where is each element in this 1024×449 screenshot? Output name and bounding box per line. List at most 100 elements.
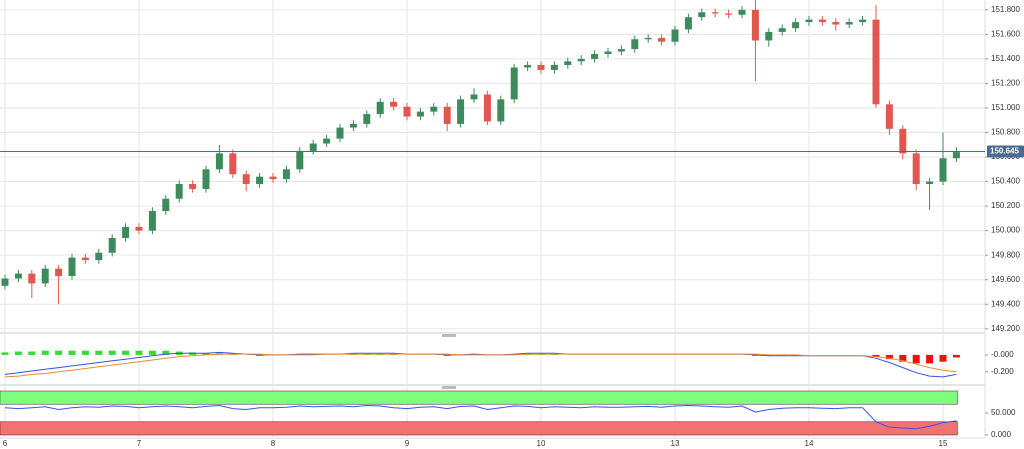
candle-body — [631, 39, 639, 50]
candle-body — [952, 152, 960, 159]
last-price-box — [987, 145, 1024, 158]
x-tick-label: 8 — [271, 439, 276, 448]
histogram-bar — [122, 350, 130, 355]
histogram-bar — [14, 351, 22, 355]
candle-body — [617, 49, 625, 52]
candle-body — [818, 19, 826, 23]
x-tick-label: 15 — [939, 439, 948, 448]
y-tick-label: 0.000 — [991, 430, 1012, 439]
upper-zone — [0, 390, 958, 405]
candle-body — [215, 153, 223, 170]
histogram-bar — [885, 354, 893, 360]
candle-body — [711, 12, 719, 14]
candle-body — [443, 106, 451, 124]
candle-body — [564, 61, 572, 66]
x-tick-label: 7 — [137, 439, 142, 448]
candle-body — [323, 138, 331, 144]
candle-body — [269, 176, 277, 180]
candle-body — [256, 176, 264, 185]
candle-body — [698, 12, 706, 18]
lower-zone — [0, 421, 958, 436]
y-tick-label: 150.400 — [991, 177, 1020, 186]
candle-body — [363, 114, 371, 124]
candle-body — [336, 127, 344, 139]
y-tick-label: 151.600 — [991, 29, 1020, 38]
histogram-bar — [926, 354, 934, 364]
candle-body — [725, 13, 733, 15]
y-tick-label: 151.200 — [991, 79, 1020, 88]
candle-body — [108, 237, 116, 253]
candle-body — [14, 273, 22, 279]
candle-body — [684, 17, 692, 30]
candle-body — [939, 158, 947, 182]
candle-body — [162, 198, 170, 212]
histogram-bar — [162, 350, 170, 355]
y-tick-label: 50.000 — [991, 408, 1016, 417]
candle-body — [510, 67, 518, 100]
histogram-bar — [135, 350, 143, 355]
candle-body — [550, 65, 558, 70]
y-tick-label: 151.400 — [991, 54, 1020, 63]
histogram-bar — [899, 354, 907, 362]
candle-body — [751, 9, 759, 41]
candle-body — [122, 226, 130, 238]
candle-body — [349, 123, 357, 128]
y-tick-label: 149.600 — [991, 275, 1020, 284]
candle-body — [81, 257, 89, 261]
candle-body — [242, 174, 250, 185]
y-tick-label: -0.000 — [991, 350, 1014, 359]
candle-body — [832, 22, 840, 25]
candle-body — [296, 150, 304, 170]
candle-body — [885, 104, 893, 129]
histogram-bar — [872, 354, 880, 357]
histogram-bar — [1, 352, 9, 355]
candle-body — [282, 169, 290, 180]
candle-body — [658, 38, 666, 42]
y-tick-label: 150.800 — [991, 128, 1020, 137]
last-price-label: 150.645 — [990, 147, 1019, 156]
candle-body — [309, 143, 317, 151]
y-tick-label: 149.400 — [991, 299, 1020, 308]
candle-body — [189, 184, 197, 189]
y-tick-label: 149.800 — [991, 250, 1020, 259]
histogram-bar — [912, 354, 920, 364]
candle-body — [926, 181, 934, 185]
candle-body — [859, 19, 867, 23]
candle-body — [135, 226, 143, 231]
candle-body — [671, 29, 679, 42]
candle-body — [470, 94, 478, 100]
histogram-bar — [108, 350, 116, 355]
histogram-bar — [95, 350, 103, 355]
y-tick-label: 151.800 — [991, 5, 1020, 14]
candle-body — [845, 22, 853, 25]
y-tick-label: -0.200 — [991, 367, 1014, 376]
candle-body — [778, 28, 786, 32]
histogram-bar — [202, 353, 210, 355]
candle-body — [430, 106, 438, 112]
candle-body — [403, 106, 411, 117]
candle-body — [805, 19, 813, 23]
candle-body — [591, 53, 599, 59]
y-tick-label: 150.200 — [991, 201, 1020, 210]
macd-line — [4, 353, 957, 378]
histogram-bar — [81, 350, 89, 355]
histogram-bar — [28, 351, 36, 355]
oscillator-line — [4, 404, 957, 430]
candle-body — [483, 94, 491, 122]
x-tick-label: 10 — [537, 439, 546, 448]
x-tick-label: 14 — [805, 439, 814, 448]
candle-body — [41, 268, 49, 284]
candle-body — [604, 51, 612, 54]
candle-body — [524, 65, 532, 68]
x-tick-label: 9 — [405, 439, 410, 448]
candle-body — [644, 38, 652, 40]
histogram-bar — [148, 350, 156, 355]
candle-body — [148, 211, 156, 231]
candle-body — [229, 153, 237, 175]
candle-body — [577, 58, 585, 62]
resize-handle[interactable] — [442, 334, 456, 337]
histogram-bar — [68, 350, 76, 355]
resize-handle[interactable] — [442, 386, 456, 389]
candle-body — [28, 273, 36, 284]
histogram-bar — [41, 350, 49, 355]
